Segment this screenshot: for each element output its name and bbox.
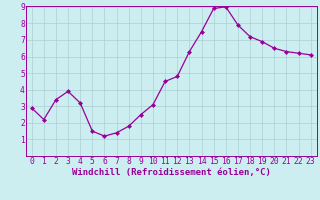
X-axis label: Windchill (Refroidissement éolien,°C): Windchill (Refroidissement éolien,°C) <box>72 168 271 177</box>
